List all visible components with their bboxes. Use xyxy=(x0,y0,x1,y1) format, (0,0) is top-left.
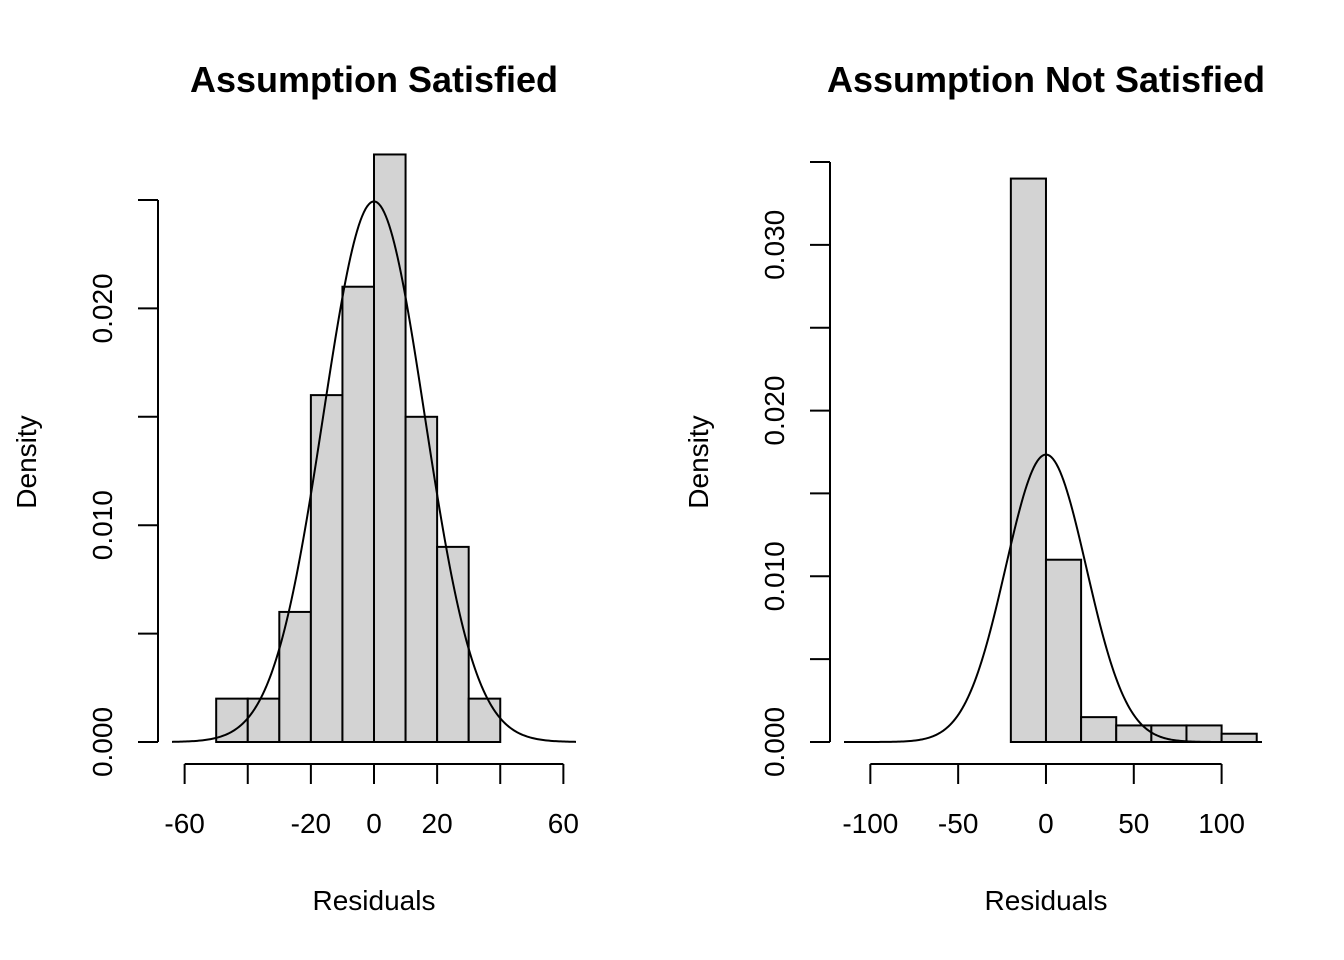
x-axis-label: Residuals xyxy=(313,885,436,916)
x-axis: -100 -50 0 50 100 xyxy=(842,763,1245,839)
x-axis-label: Residuals xyxy=(985,885,1108,916)
y-tick-label: 0.010 xyxy=(759,541,790,611)
y-tick-label: 0.020 xyxy=(759,376,790,446)
histogram-bar xyxy=(341,285,375,743)
x-tick-label: 60 xyxy=(548,808,579,839)
x-tick-label: 0 xyxy=(366,808,382,839)
histogram-bar xyxy=(1220,732,1258,744)
histogram-bar xyxy=(1185,724,1223,744)
histogram-bar xyxy=(436,545,470,743)
bars xyxy=(1009,177,1258,744)
histogram-bar xyxy=(215,697,249,744)
histogram-bar xyxy=(309,394,344,743)
histogram-bar xyxy=(404,415,439,743)
y-axis: 0.000 0.010 0.020 xyxy=(87,199,159,777)
x-tick-label: 20 xyxy=(422,808,453,839)
histogram-bar xyxy=(373,153,407,744)
normal-density-curve xyxy=(844,453,1262,743)
histogram-bar xyxy=(1080,716,1118,744)
y-tick-label: 0.030 xyxy=(759,210,790,280)
y-axis-label: Density xyxy=(683,415,714,508)
chart-title: Assumption Not Satisfied xyxy=(827,59,1265,100)
histogram-bar xyxy=(246,697,281,744)
x-tick-label: -100 xyxy=(842,808,898,839)
histogram-bar xyxy=(278,610,312,743)
normal-density-curve xyxy=(171,200,577,743)
x-tick-label: -60 xyxy=(164,808,204,839)
y-tick-label: 0.000 xyxy=(759,707,790,777)
y-tick-label: 0.020 xyxy=(87,273,118,343)
x-tick-label: 100 xyxy=(1198,808,1245,839)
histogram-bar xyxy=(1009,177,1047,744)
x-tick-label: 0 xyxy=(1038,808,1054,839)
y-tick-label: 0.000 xyxy=(87,707,118,777)
bars xyxy=(215,153,502,744)
x-axis: -60 -20 0 20 60 xyxy=(164,763,579,839)
y-axis-label: Density xyxy=(11,415,42,508)
y-tick-label: 0.010 xyxy=(87,490,118,560)
histogram-bar xyxy=(467,697,502,744)
x-tick-label: 50 xyxy=(1118,808,1149,839)
x-tick-label: -20 xyxy=(291,808,331,839)
chart-title: Assumption Satisfied xyxy=(190,59,558,100)
x-tick-label: -50 xyxy=(938,808,978,839)
y-axis: 0.000 0.010 0.020 0.030 xyxy=(759,161,831,777)
histogram-bar xyxy=(1044,558,1083,744)
histogram-panel-assumption-not-satisfied: Assumption Not Satisfied Residuals Densi… xyxy=(683,59,1265,916)
histogram-panel-assumption-satisfied: Assumption Satisfied Residuals Density -… xyxy=(11,59,579,916)
